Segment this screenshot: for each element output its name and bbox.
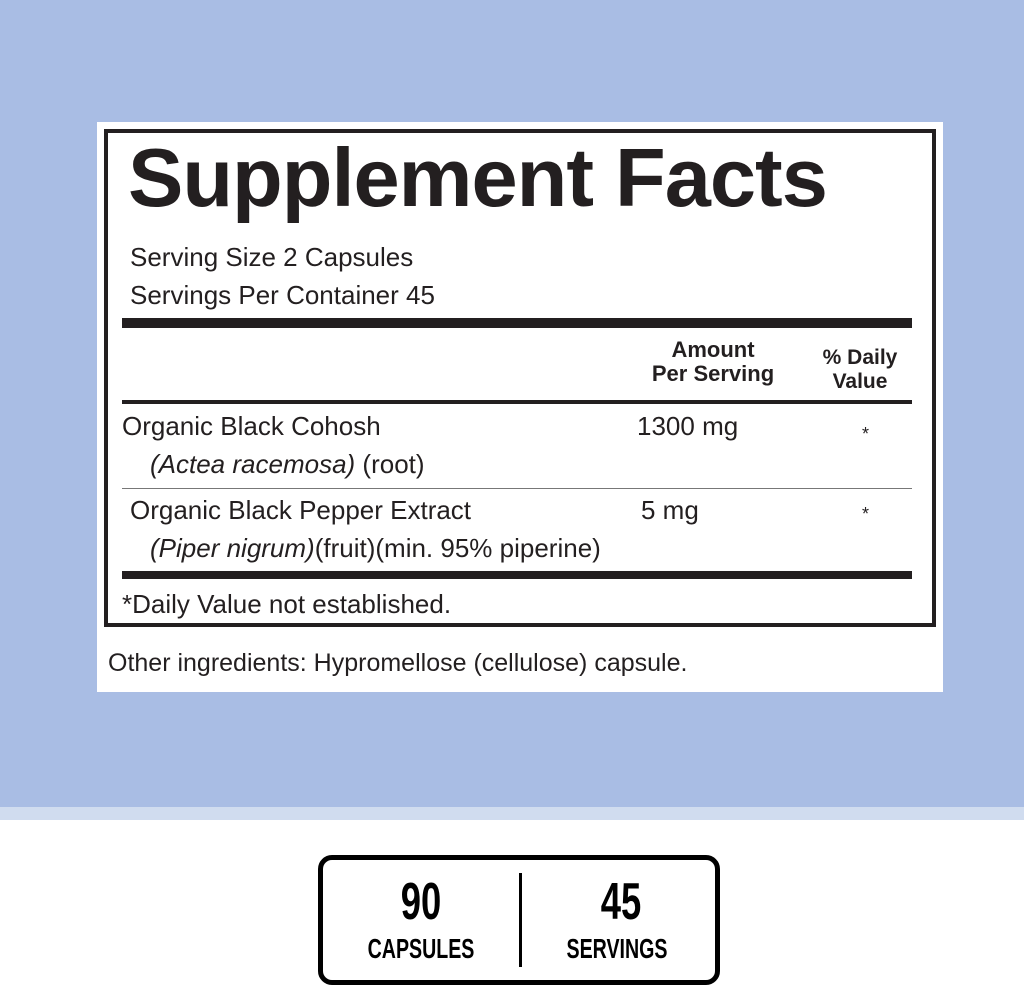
panel-title: Supplement Facts — [128, 131, 828, 224]
header-amount: Amount Per Serving — [613, 338, 813, 386]
supplement-facts-panel — [104, 129, 936, 627]
count-badge — [318, 855, 720, 985]
ingredient-part: (root) — [355, 449, 425, 479]
ingredient-detail: (Actea racemosa) (root) — [150, 449, 425, 480]
ingredient-name: Organic Black Pepper Extract — [130, 495, 472, 525]
thick-rule — [122, 318, 912, 328]
ingredient-detail: (Piper nigrum)(fruit)(min. 95% piperine) — [150, 533, 601, 564]
ingredient-dv: * — [862, 504, 870, 524]
header-dv-line2: Value — [832, 370, 888, 393]
ingredient-dv: * — [862, 424, 870, 444]
row-divider — [122, 488, 912, 489]
footnote: *Daily Value not established. — [122, 589, 452, 619]
header-dv-line1: % Daily — [822, 346, 898, 369]
header-amount-line1: Amount — [671, 337, 755, 362]
ingredient-amount: 5 mg — [641, 495, 699, 525]
ingredient-latin-name: (Actea racemosa) — [150, 449, 356, 479]
ingredient-amount: 1300 mg — [637, 411, 739, 441]
capsules-label: CAPSULES — [367, 933, 475, 964]
supplement-facts-card — [97, 122, 943, 692]
capsules-count: 90 — [400, 873, 442, 931]
ingredient-latin-name: (Piper nigrum) — [150, 533, 315, 563]
ingredient-part: (fruit)(min. 95% piperine) — [314, 533, 601, 563]
servings-label: SERVINGS — [566, 933, 668, 964]
badge-divider — [519, 873, 522, 967]
header-daily-value: % Daily Value — [800, 346, 920, 394]
background-band — [0, 807, 1024, 820]
serving-size: Serving Size 2 Capsules — [130, 242, 414, 272]
header-amount-line2: Per Serving — [651, 361, 775, 386]
ingredient-name: Organic Black Cohosh — [122, 411, 381, 441]
other-ingredients: Other ingredients: Hypromellose (cellulo… — [108, 649, 688, 677]
thick-rule — [122, 571, 912, 579]
header-rule — [122, 400, 912, 404]
servings-count: 45 — [600, 873, 642, 931]
servings-per-container: Servings Per Container 45 — [130, 280, 435, 310]
